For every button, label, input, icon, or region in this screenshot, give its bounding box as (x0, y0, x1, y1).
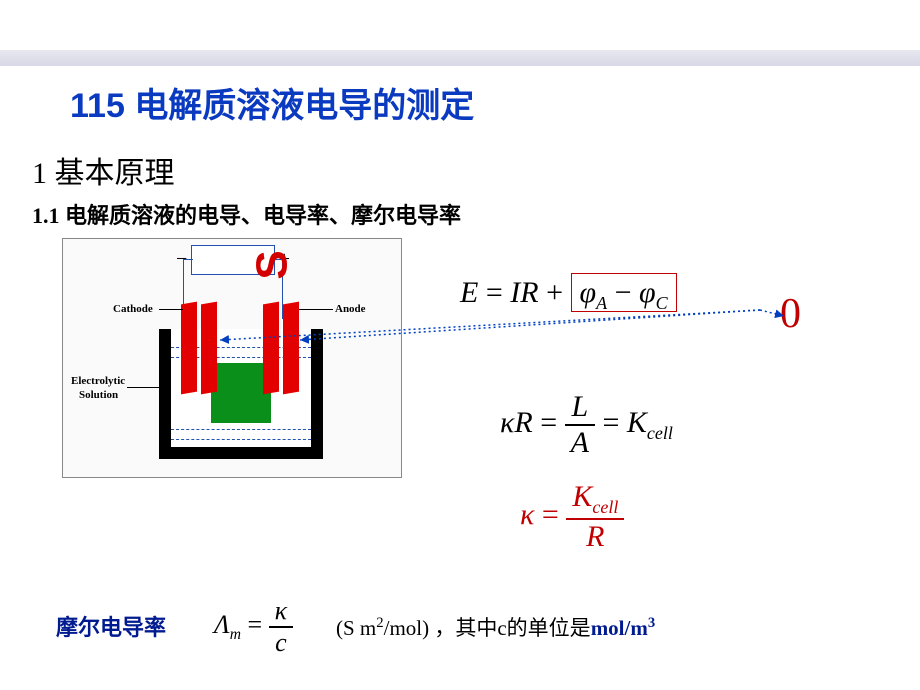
section-1-heading: 1 基本原理 (32, 148, 175, 192)
electrolytic-label-2: Solution (79, 389, 118, 401)
sub-cell: cell (647, 423, 673, 443)
equals: = (602, 406, 619, 439)
anode-electrode (283, 302, 299, 395)
equals: = (540, 406, 557, 439)
var-kappa: κ (500, 406, 514, 439)
var-R: R (514, 406, 532, 439)
boxed-potential-diff: φA − φC (571, 273, 677, 312)
sup-2: 2 (376, 615, 383, 631)
var-K: K (627, 406, 647, 439)
unit-mol-m3: mol/m3 (591, 616, 656, 640)
phi-A: φ (580, 276, 597, 309)
var-I: I (510, 276, 520, 309)
denominator-c: c (269, 626, 293, 658)
cathode-label: Cathode (113, 303, 153, 315)
var-R: R (520, 276, 538, 309)
section-1-1-heading: 1.1 电解质溶液的电导、电导率、摩尔电导率 (32, 198, 461, 230)
title-text: 电解质溶液电导的测定 (134, 87, 474, 125)
var-Lambda: Λ (214, 610, 230, 639)
title-number: 115 (70, 87, 125, 125)
label-line (299, 309, 333, 310)
numerator-kappa: κ (269, 596, 293, 626)
equation-kappa: κ = Kcell R (520, 480, 624, 554)
top-gradient-bar (0, 50, 920, 66)
sub-A: A (596, 293, 607, 313)
label-line (127, 387, 171, 388)
solution-block (211, 363, 271, 423)
s-overlay-label: S (248, 250, 298, 279)
equals: = (247, 610, 262, 639)
equals: = (486, 276, 503, 309)
solution-line (171, 429, 311, 430)
var-kappa: κ (520, 498, 534, 531)
equation-kappa-R: κR = L A = Kcell (500, 390, 673, 460)
label-line (159, 309, 183, 310)
zero-annotation: 0 (780, 290, 801, 338)
numerator-L: L (565, 390, 595, 424)
anode-electrode (263, 302, 279, 395)
slide-title: 115 电解质溶液电导的测定 (70, 78, 474, 127)
plus: + (546, 276, 563, 309)
cathode-electrode (201, 302, 217, 395)
cathode-electrode (181, 302, 197, 395)
unit-explanation: (S m2/mol) ，其中c的单位是mol/m3 (336, 612, 655, 642)
molar-conductivity-label: 摩尔电导率 (56, 610, 166, 642)
anode-label: Anode (335, 303, 366, 315)
denominator-R: R (566, 518, 624, 554)
phi-C: φ (639, 276, 656, 309)
sub-C: C (656, 293, 668, 313)
minus: − (615, 276, 632, 309)
text-part1: (S m (336, 616, 376, 640)
electrolytic-label-1: Electrolytic (71, 375, 125, 387)
equals: = (542, 498, 559, 531)
equation-molar-conductivity: Λm = κ c (214, 596, 293, 658)
fraction-L-A: L A (565, 390, 595, 460)
var-E: E (460, 276, 478, 309)
electrolytic-cell-diagram: − + Cathode Anode Electrolytic Solution (62, 238, 402, 478)
fraction-kappa-c: κ c (269, 596, 293, 658)
fraction-Kcell-R: Kcell R (566, 480, 624, 554)
numerator-Kcell: Kcell (566, 480, 624, 518)
sub-m: m (230, 626, 241, 643)
denominator-A: A (565, 424, 595, 460)
text-part2: /mol) ，其中c的单位是 (384, 616, 591, 640)
equation-emf: E = IR + φA − φC (460, 276, 677, 314)
solution-line (171, 439, 311, 440)
